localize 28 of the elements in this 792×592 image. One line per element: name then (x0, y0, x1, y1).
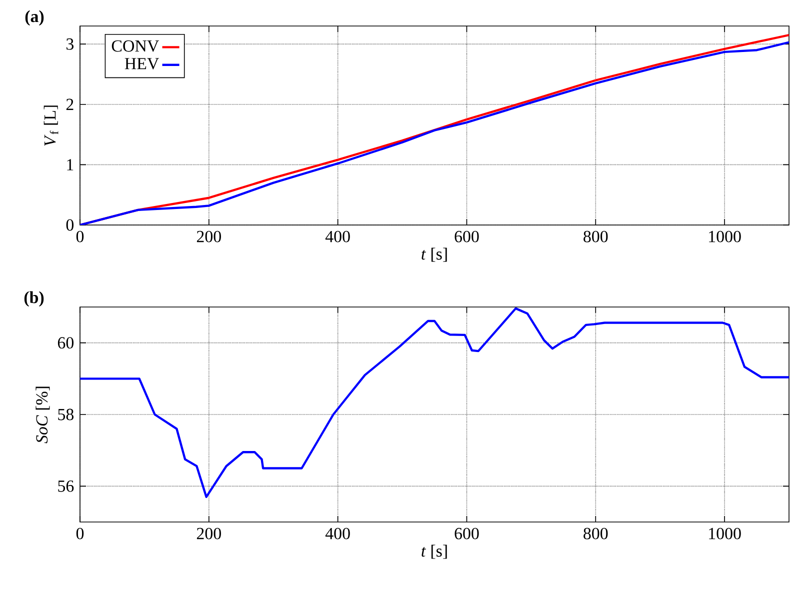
x-tick-label: 0 (76, 230, 84, 242)
y-axis-title: V$_{f}$ [L] (44, 106, 58, 146)
x-axis-title: t [s] (422, 544, 447, 559)
x-tick-label: 1000 (709, 528, 741, 540)
chart-title: (b) (24, 291, 44, 307)
x-tick-label: 600 (454, 230, 479, 242)
x-tick-label: 200 (196, 528, 221, 540)
y-tick-label: 3 (66, 38, 74, 50)
x-tick-label: 800 (584, 230, 608, 242)
legend-label: HEV (124, 58, 159, 70)
y-tick-label: 1 (67, 159, 74, 170)
line-series (80, 307, 790, 498)
y-axis-title: SoC [%] (36, 386, 50, 444)
x-tick-label: 400 (325, 230, 350, 242)
x-tick-label: 1000 (709, 230, 741, 242)
legend-label: CONV (112, 40, 159, 52)
y-tick-label: 0 (66, 219, 74, 231)
x-tick-label: 600 (454, 528, 479, 540)
y-tick-label: 2 (66, 98, 74, 110)
x-tick-label: 200 (196, 230, 221, 242)
x-tick-label: 400 (325, 528, 350, 540)
x-tick-label: 800 (584, 528, 608, 540)
chart-title: (a) (25, 10, 44, 26)
y-tick-label: 60 (58, 337, 74, 349)
x-axis-title: t [s] (422, 248, 447, 262)
y-tick-label: 56 (58, 480, 74, 492)
x-tick-label: 0 (76, 528, 84, 540)
y-tick-label: 58 (58, 408, 74, 420)
